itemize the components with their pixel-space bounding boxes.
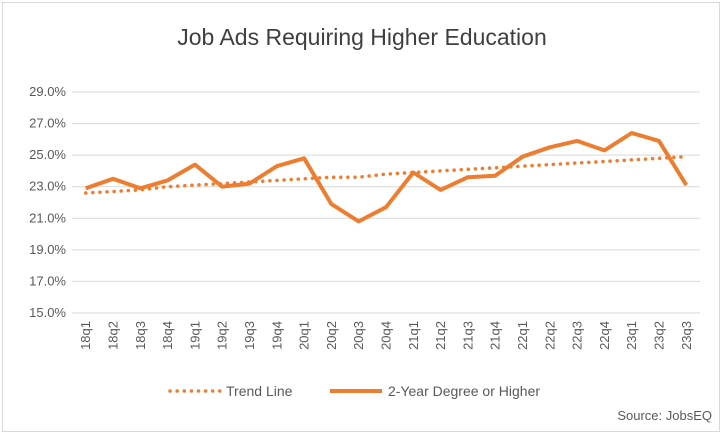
x-tick-label: 19q3 — [242, 321, 257, 350]
x-tick-label: 22q1 — [515, 321, 530, 350]
x-tick-label: 18q1 — [78, 321, 93, 350]
trend-line-series — [83, 154, 689, 195]
source-note: Source: JobsEQ — [617, 408, 712, 423]
y-tick-label: 25.0% — [29, 147, 66, 162]
x-tick-label: 22q2 — [542, 321, 557, 350]
x-tick-label: 22q4 — [597, 321, 612, 350]
legend-degree-label: 2-Year Degree or Higher — [388, 383, 540, 399]
x-tick-label: 23q2 — [652, 321, 667, 350]
y-axis-ticks: 15.0% 17.0% 19.0% 21.0% 23.0% 25.0% 27.0% 29.0% — [29, 84, 66, 320]
x-tick-label: 18q3 — [133, 321, 148, 350]
x-tick-label: 18q4 — [160, 321, 175, 350]
x-tick-label: 21q4 — [488, 321, 503, 350]
series-lines — [83, 131, 689, 224]
y-tick-label: 17.0% — [29, 273, 66, 288]
x-tick-label: 23q3 — [679, 321, 694, 350]
degree-series-line — [85, 131, 689, 224]
legend-trend-label: Trend Line — [226, 383, 293, 399]
chart-frame — [2, 2, 720, 432]
x-tick-label: 20q1 — [297, 321, 312, 350]
y-tick-label: 19.0% — [29, 242, 66, 257]
y-tick-label: 15.0% — [29, 305, 66, 320]
x-tick-label: 22q3 — [570, 321, 585, 350]
y-tick-label: 27.0% — [29, 116, 66, 131]
x-axis-ticks: 18q1 18q2 18q3 18q4 19q1 19q2 19q3 19q4 20q1 20q2… — [78, 321, 694, 350]
y-tick-label: 29.0% — [29, 84, 66, 99]
x-tick-label: 23q1 — [624, 321, 639, 350]
y-tick-label: 23.0% — [29, 179, 66, 194]
legend: Trend Line 2-Year Degree or Higher — [168, 383, 540, 399]
x-tick-label: 19q1 — [187, 321, 202, 350]
x-tick-label: 18q2 — [105, 321, 120, 350]
x-tick-label: 20q2 — [324, 321, 339, 350]
x-tick-label: 20q4 — [379, 321, 394, 350]
x-tick-label: 19q4 — [269, 321, 284, 350]
y-tick-label: 21.0% — [29, 210, 66, 225]
gridlines — [72, 91, 700, 314]
chart-title: Job Ads Requiring Higher Education — [177, 24, 547, 50]
x-tick-label: 19q2 — [215, 321, 230, 350]
x-tick-label: 21q3 — [460, 321, 475, 350]
x-tick-label: 20q3 — [351, 321, 366, 350]
x-tick-label: 21q1 — [406, 321, 421, 350]
x-tick-label: 21q2 — [433, 321, 448, 350]
